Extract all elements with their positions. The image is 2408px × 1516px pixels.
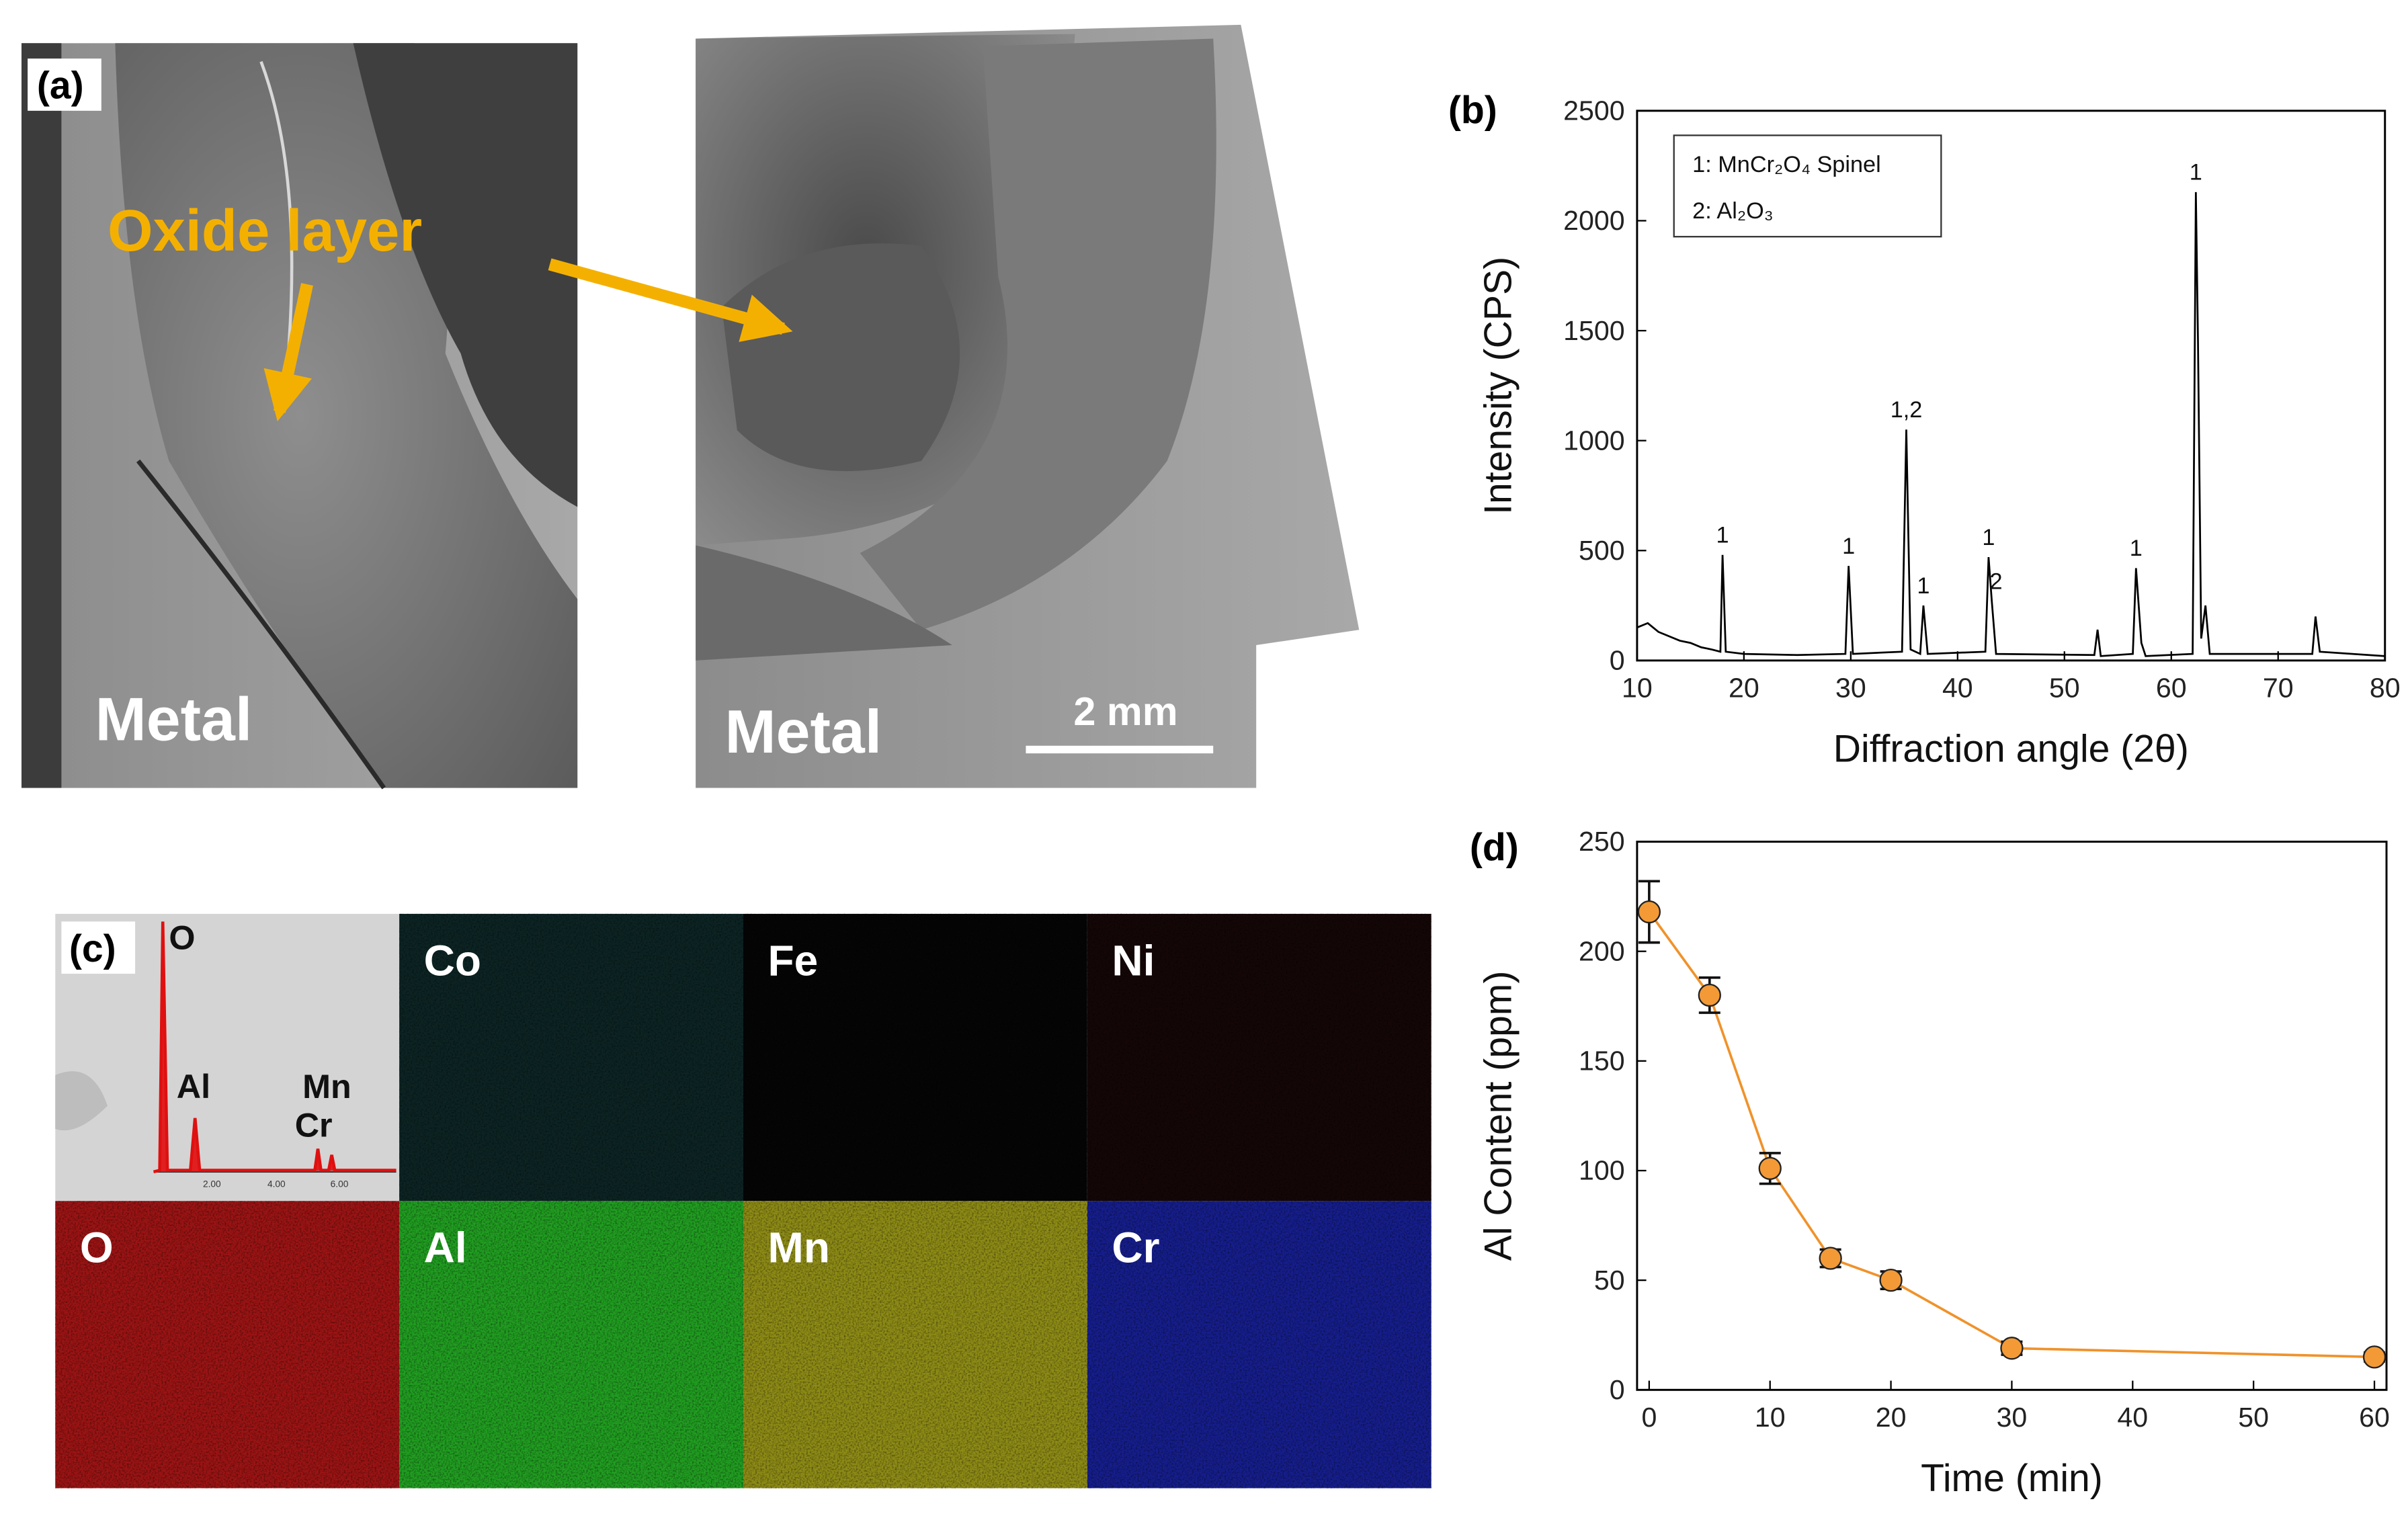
x-tick-label: 10 bbox=[1755, 1402, 1786, 1433]
x-tick-label: 40 bbox=[1942, 673, 1973, 704]
y-tick-label: 200 bbox=[1579, 935, 1625, 966]
plot-frame bbox=[1636, 110, 2386, 662]
y-tick-label: 0 bbox=[1610, 645, 1625, 676]
x-tick-label: 50 bbox=[2238, 1402, 2269, 1433]
eds-map-label: O bbox=[80, 1224, 114, 1272]
eds-map-label: Al bbox=[424, 1224, 467, 1272]
y-axis-label: Al Content (ppm) bbox=[1477, 971, 1520, 1261]
x-tick-label: 70 bbox=[2263, 673, 2294, 704]
eds-map-label: Ni bbox=[1112, 936, 1155, 984]
peak-label: 2 bbox=[1990, 568, 2003, 594]
data-point bbox=[1758, 1156, 1782, 1180]
arrow bbox=[263, 283, 313, 422]
spectrum-label: O bbox=[169, 918, 195, 956]
data-point bbox=[2362, 1345, 2386, 1369]
spectrum-label: Al bbox=[177, 1067, 210, 1105]
legend-box bbox=[1673, 134, 1942, 238]
eds-noise bbox=[743, 913, 1087, 1202]
data-point bbox=[1879, 1269, 1903, 1292]
y-tick-label: 1000 bbox=[1563, 425, 1625, 456]
x-tick-label: 30 bbox=[1997, 1402, 2028, 1433]
peak-label: 1 bbox=[2130, 536, 2143, 561]
x-axis-label: Time (min) bbox=[1921, 1457, 2103, 1500]
peak-label: 1 bbox=[2190, 160, 2202, 185]
spectrum-label: Cr bbox=[295, 1105, 333, 1144]
legend-entry: 2: Al₂O₃ bbox=[1692, 198, 1774, 224]
plot-frame bbox=[1636, 841, 2388, 1391]
sem-left bbox=[21, 43, 578, 790]
y-tick-label: 150 bbox=[1579, 1046, 1625, 1077]
x-tick-label: 40 bbox=[2117, 1402, 2148, 1433]
peak-label: 1 bbox=[1842, 534, 1855, 559]
eds-noise bbox=[1087, 913, 1431, 1202]
x-tick-label: 60 bbox=[2156, 673, 2187, 704]
eds-map-label: Fe bbox=[768, 936, 819, 984]
spectrum-tick: 4.00 bbox=[267, 1179, 286, 1189]
eds-noise bbox=[55, 1201, 400, 1488]
scale-bar-label: 2 mm bbox=[1073, 689, 1177, 734]
x-tick-label: 30 bbox=[1835, 673, 1866, 704]
data-point bbox=[1698, 983, 1721, 1007]
peak-label: 1 bbox=[1716, 523, 1729, 548]
data-point bbox=[1819, 1247, 1842, 1270]
y-tick-label: 250 bbox=[1579, 826, 1625, 857]
peak-label: 1 bbox=[1917, 573, 1929, 599]
annotation: Oxide layer bbox=[108, 198, 422, 263]
spectrum-tick: 6.00 bbox=[331, 1179, 349, 1189]
panel-label-bg bbox=[28, 58, 101, 111]
spectrum-tick: 2.00 bbox=[203, 1179, 221, 1189]
y-tick-label: 50 bbox=[1594, 1265, 1625, 1296]
eds-noise bbox=[399, 913, 743, 1202]
peak-label: 1 bbox=[1982, 525, 1995, 550]
eds-map-label: Co bbox=[424, 936, 481, 984]
spectrum-label: Mn bbox=[302, 1067, 351, 1105]
eds-noise bbox=[1087, 1201, 1431, 1488]
panel-label-bg bbox=[61, 921, 136, 974]
x-axis-label: Diffraction angle (2θ) bbox=[1833, 728, 2189, 771]
x-tick-label: 0 bbox=[1641, 1402, 1657, 1433]
x-tick-label: 60 bbox=[2359, 1402, 2390, 1433]
metal-label: Metal bbox=[725, 698, 882, 766]
y-tick-label: 500 bbox=[1579, 535, 1625, 566]
y-tick-label: 2000 bbox=[1563, 205, 1625, 236]
panel-label: (c) bbox=[69, 927, 116, 970]
x-tick-label: 50 bbox=[2049, 673, 2080, 704]
y-tick-label: 1500 bbox=[1563, 315, 1625, 346]
metal-label: Metal bbox=[95, 685, 253, 754]
data-point bbox=[2000, 1337, 2024, 1360]
data-line bbox=[1636, 192, 2385, 657]
legend-entry: 1: MnCr₂O₄ Spinel bbox=[1692, 152, 1881, 177]
y-tick-label: 100 bbox=[1579, 1155, 1625, 1186]
arrow bbox=[548, 258, 793, 342]
eds-maps: Co Fe NiO Al Mn Cr bbox=[55, 913, 1431, 1488]
data-line bbox=[1648, 911, 2375, 1359]
x-tick-label: 80 bbox=[2370, 673, 2401, 704]
eds-map-label: Mn bbox=[768, 1224, 830, 1272]
data-point bbox=[1637, 900, 1661, 924]
peak-label: 1,2 bbox=[1891, 397, 1923, 423]
eds-map-label: Cr bbox=[1112, 1224, 1159, 1272]
panel-label: (b) bbox=[1448, 89, 1497, 132]
eds-noise bbox=[399, 1201, 743, 1488]
y-tick-label: 2500 bbox=[1563, 95, 1625, 126]
x-tick-label: 10 bbox=[1622, 673, 1653, 704]
eds-noise bbox=[743, 1201, 1087, 1488]
sem-right bbox=[696, 24, 1360, 788]
panel-label: (a) bbox=[37, 65, 84, 108]
y-axis-label: Intensity (CPS) bbox=[1477, 257, 1520, 515]
x-tick-label: 20 bbox=[1729, 673, 1759, 704]
y-tick-label: 0 bbox=[1610, 1374, 1625, 1405]
panel-label: (d) bbox=[1470, 826, 1519, 869]
x-tick-label: 20 bbox=[1876, 1402, 1907, 1433]
